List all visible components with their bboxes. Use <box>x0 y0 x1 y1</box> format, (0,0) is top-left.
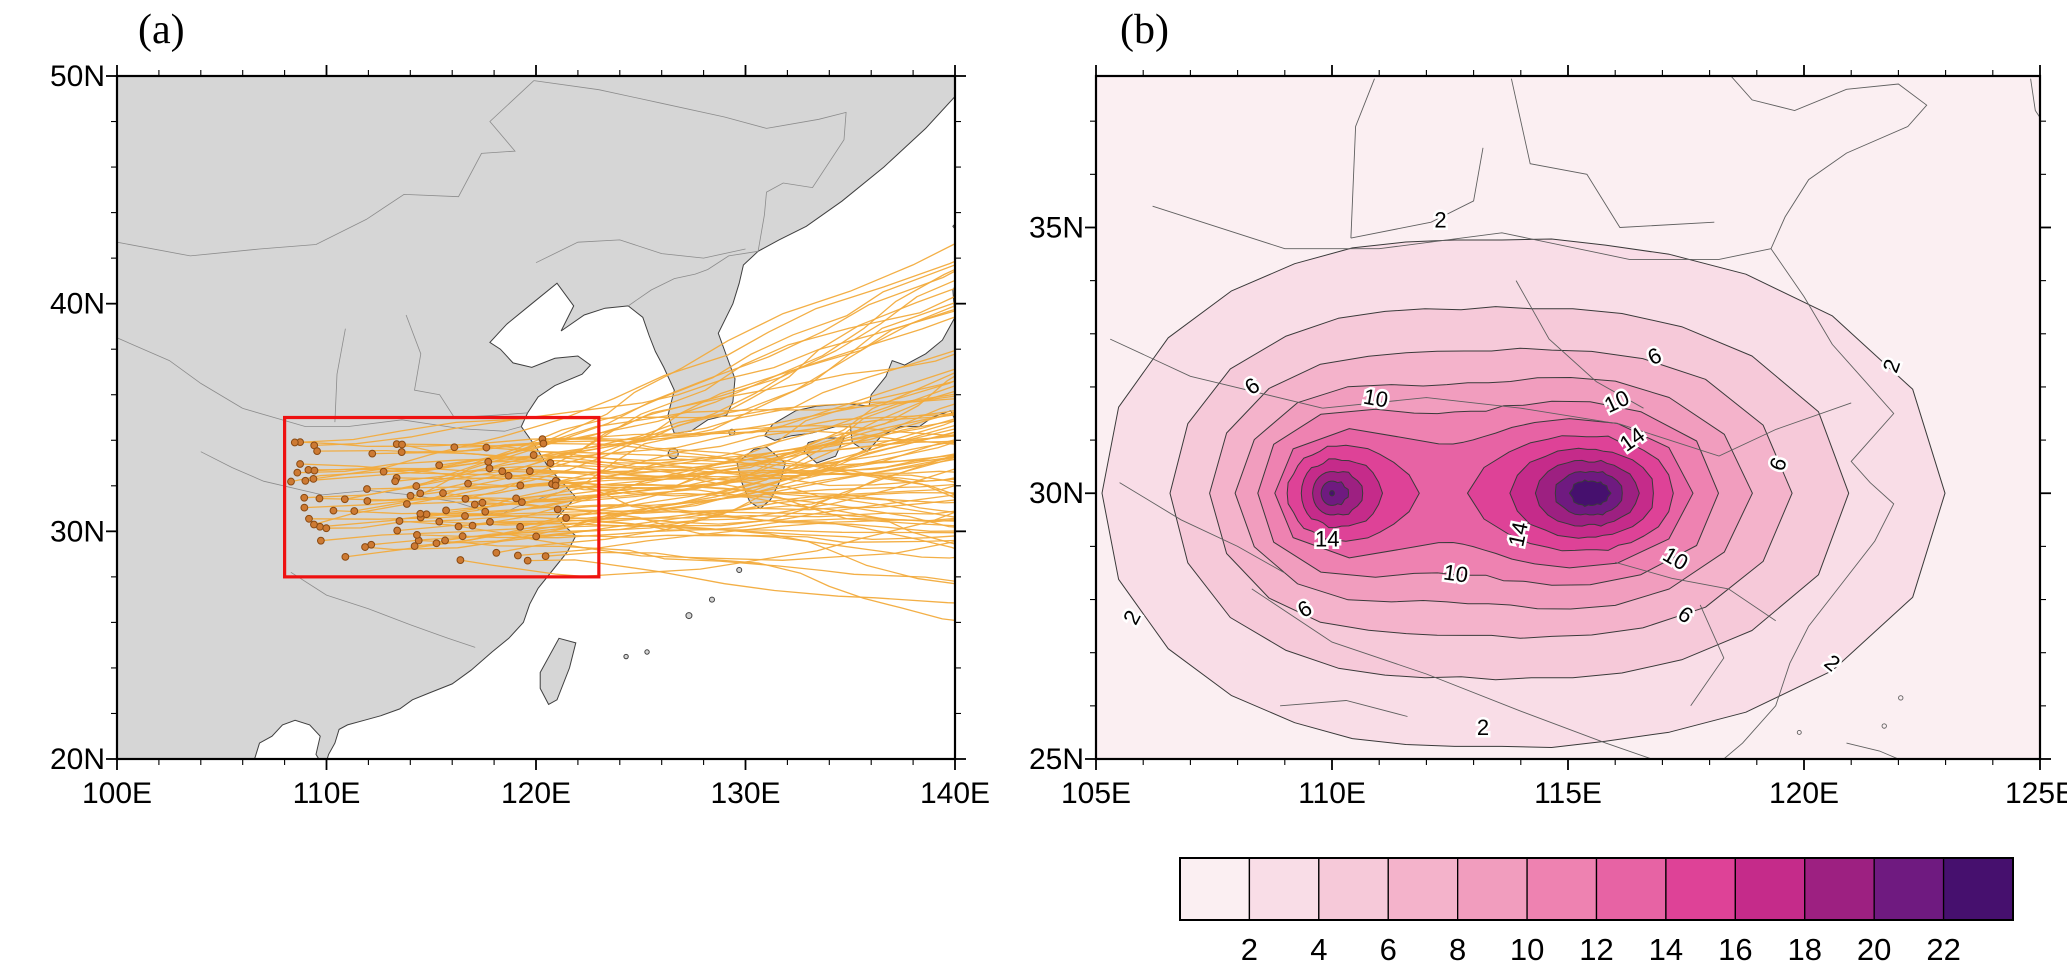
panel-a-map <box>117 76 955 759</box>
svg-text:4: 4 <box>1310 932 1327 967</box>
contour-bands <box>1101 238 1946 748</box>
svg-text:25N: 25N <box>1029 743 1084 776</box>
svg-text:10: 10 <box>1442 559 1470 587</box>
svg-text:6: 6 <box>1380 932 1397 967</box>
svg-text:115E: 115E <box>1534 777 1602 810</box>
svg-text:100E: 100E <box>82 777 152 810</box>
svg-text:18: 18 <box>1788 932 1822 967</box>
panel-b-letter: (b) <box>1120 7 1169 53</box>
svg-text:120E: 120E <box>501 777 571 810</box>
svg-text:120E: 120E <box>1769 777 1839 810</box>
svg-text:2: 2 <box>1477 715 1489 740</box>
panel-b-axes: 105E 110E 115E 120E 125E 25N 30N 35N <box>1029 65 2067 810</box>
svg-text:14: 14 <box>1315 526 1339 551</box>
svg-text:8: 8 <box>1449 932 1466 967</box>
genesis-dots-layer <box>287 435 571 565</box>
svg-text:20N: 20N <box>50 743 105 776</box>
key-region-box <box>283 415 601 579</box>
map-outline-layer <box>1110 76 2040 759</box>
svg-text:22: 22 <box>1926 932 1960 967</box>
panel-a-letter: (a) <box>138 7 185 53</box>
svg-text:2: 2 <box>1241 932 1258 967</box>
svg-text:10: 10 <box>1362 384 1390 413</box>
svg-text:14: 14 <box>1649 932 1683 967</box>
svg-text:40N: 40N <box>50 288 105 321</box>
svg-text:14: 14 <box>1503 520 1533 549</box>
svg-text:16: 16 <box>1718 932 1752 967</box>
svg-text:110E: 110E <box>1298 777 1366 810</box>
svg-text:130E: 130E <box>710 777 780 810</box>
svg-text:12: 12 <box>1579 932 1613 967</box>
svg-text:125E: 125E <box>2005 777 2067 810</box>
colorbar: 2 4 6 8 10 12 14 16 18 20 22 <box>1179 857 2014 967</box>
svg-text:2: 2 <box>1434 207 1446 232</box>
svg-text:50N: 50N <box>50 60 105 93</box>
svg-text:140E: 140E <box>920 777 990 810</box>
svg-text:30N: 30N <box>1029 477 1084 510</box>
svg-text:10: 10 <box>1510 932 1544 967</box>
svg-text:105E: 105E <box>1061 777 1131 810</box>
svg-text:20: 20 <box>1857 932 1891 967</box>
svg-text:110E: 110E <box>293 777 361 810</box>
svg-text:35N: 35N <box>1029 211 1084 244</box>
svg-text:30N: 30N <box>50 515 105 548</box>
panel-a-axes: 100E 110E 120E 130E 140E 20N 30N 40N 50N <box>50 60 990 810</box>
